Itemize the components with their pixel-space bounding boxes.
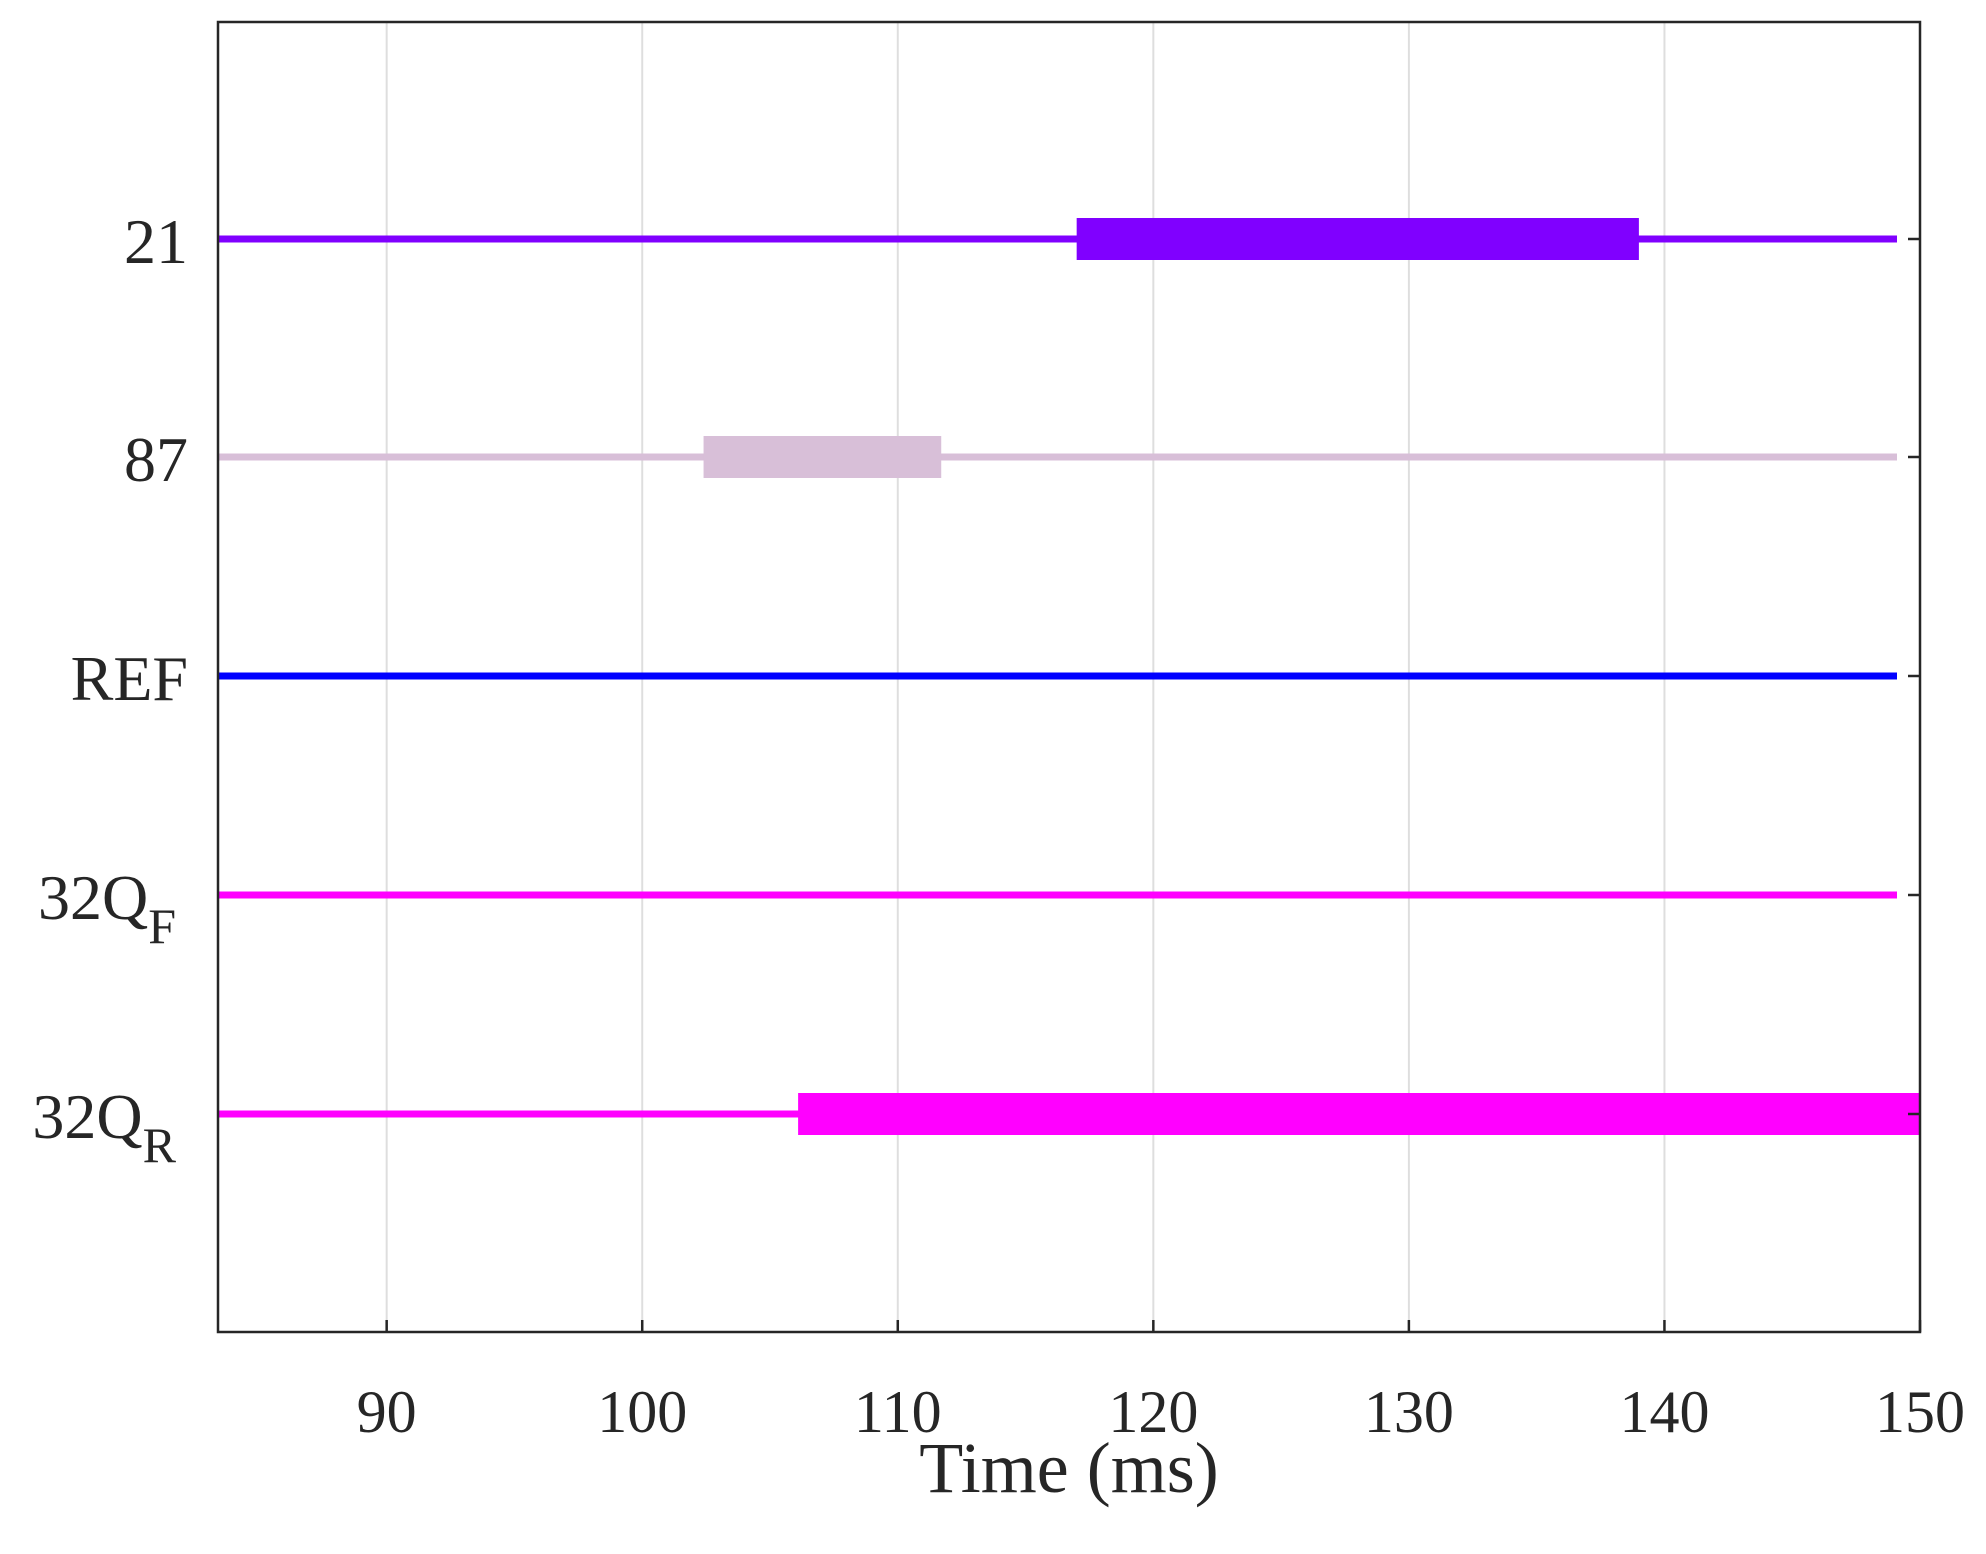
active-bar-32qr [798,1093,1920,1135]
y-label-ref: REF [71,643,188,714]
x-tick-label: 130 [1364,1379,1454,1445]
signal-series [218,218,1920,1135]
x-tick-label: 140 [1619,1379,1709,1445]
active-bar-87 [703,436,942,478]
y-axis-labels: 21 87 REF 32QF 32QR [32,206,1920,1173]
y-label-subscript: F [148,898,176,954]
x-tick-label: 100 [597,1379,687,1445]
y-label-32qf: 32QF [38,862,176,954]
y-label-21: 21 [124,206,188,277]
x-tick-label: 150 [1875,1379,1965,1445]
active-bar-21 [1076,218,1639,260]
y-label-87: 87 [124,424,188,495]
x-axis-title: Time (ms) [919,1428,1218,1508]
y-label-32qr: 32QR [32,1081,176,1173]
y-label-subscript: R [143,1117,177,1173]
x-tick-label: 90 [357,1379,417,1445]
x-axis-ticks: 90 100 110 120 130 140 150 [357,1320,1965,1445]
x-tick-label: 120 [1108,1379,1198,1445]
x-tick-label: 110 [854,1379,942,1445]
